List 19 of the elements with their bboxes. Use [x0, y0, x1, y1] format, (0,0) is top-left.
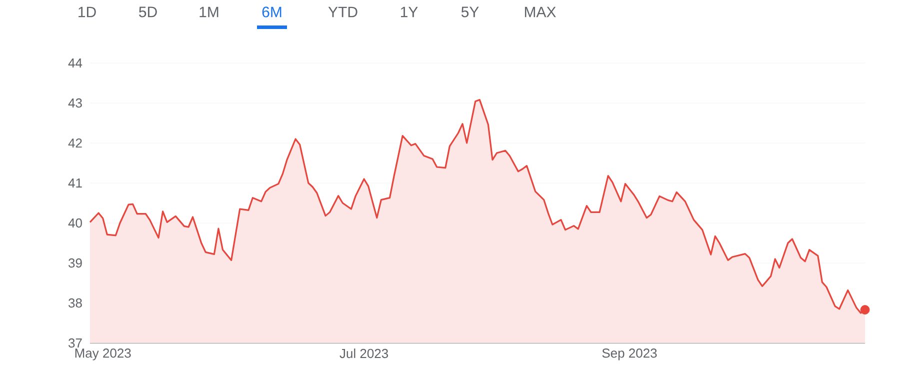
- y-tick-label: 43: [68, 98, 82, 108]
- x-tick-label: Jul 2023: [340, 348, 388, 358]
- text: MAX: [524, 6, 556, 18]
- y-tick-label: 42: [68, 138, 82, 148]
- y-tick-label: 40: [68, 218, 82, 228]
- y-tick-label: 37: [68, 338, 82, 348]
- text: 1Y: [400, 6, 418, 18]
- text: 1M: [200, 6, 218, 18]
- text: 6M: [262, 6, 282, 18]
- y-tick-label: 38: [68, 298, 82, 308]
- x-tick-label: Sep 2023: [602, 348, 657, 360]
- y-tick-label: 39: [68, 258, 82, 268]
- text: 5D: [139, 6, 157, 18]
- x-tick-label: May 2023: [75, 348, 131, 360]
- text: YTD: [328, 6, 358, 18]
- y-tick-label: 44: [68, 58, 82, 68]
- text: 1D: [78, 6, 96, 18]
- y-tick-label: 41: [68, 178, 82, 188]
- text: 5Y: [461, 6, 479, 18]
